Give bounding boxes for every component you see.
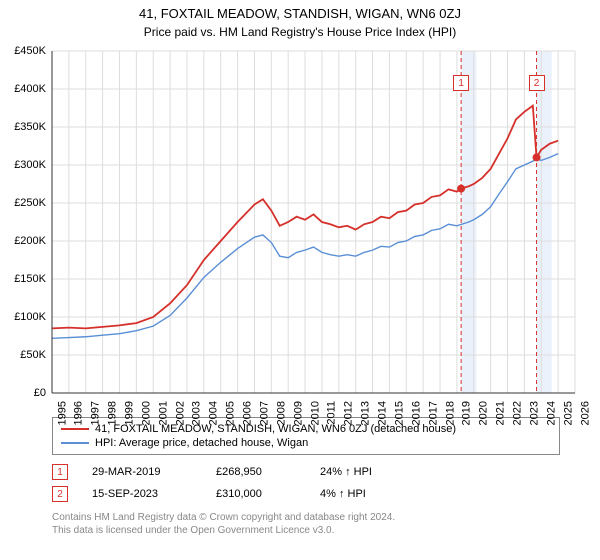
sale-marker: 1 bbox=[52, 464, 68, 480]
sale-vs-hpi: 24% ↑ HPI bbox=[320, 466, 410, 478]
sale-marker: 2 bbox=[52, 486, 68, 502]
x-axis-label: 2018 bbox=[444, 401, 456, 425]
x-axis-label: 2019 bbox=[461, 401, 473, 425]
x-axis-label: 2001 bbox=[157, 401, 169, 425]
x-axis-label: 2017 bbox=[427, 401, 439, 425]
footer-line: Contains HM Land Registry data © Crown c… bbox=[52, 511, 560, 524]
y-axis-label: £400K bbox=[14, 83, 46, 95]
y-axis-label: £200K bbox=[14, 235, 46, 247]
x-axis-label: 2008 bbox=[275, 401, 287, 425]
y-axis-label: £100K bbox=[14, 311, 46, 323]
chart-flag: 1 bbox=[453, 75, 469, 91]
chart-title: 41, FOXTAIL MEADOW, STANDISH, WIGAN, WN6… bbox=[0, 0, 600, 21]
sale-date: 15-SEP-2023 bbox=[92, 488, 192, 500]
x-axis-label: 2007 bbox=[258, 401, 270, 425]
y-axis-label: £350K bbox=[14, 121, 46, 133]
x-axis-label: 2014 bbox=[377, 401, 389, 425]
x-axis-label: 1997 bbox=[90, 401, 102, 425]
x-axis-label: 2016 bbox=[410, 401, 422, 425]
chart-subtitle: Price paid vs. HM Land Registry's House … bbox=[0, 21, 600, 43]
sale-row: 1 29-MAR-2019 £268,950 24% ↑ HPI bbox=[52, 461, 560, 483]
x-axis-label: 2020 bbox=[478, 401, 490, 425]
container: 41, FOXTAIL MEADOW, STANDISH, WIGAN, WN6… bbox=[0, 0, 600, 560]
sale-price: £310,000 bbox=[216, 488, 296, 500]
x-axis-label: 2005 bbox=[225, 401, 237, 425]
sale-vs-hpi: 4% ↑ HPI bbox=[320, 488, 410, 500]
sale-row: 2 15-SEP-2023 £310,000 4% ↑ HPI bbox=[52, 483, 560, 505]
legend-swatch bbox=[61, 442, 89, 444]
x-axis-label: 2015 bbox=[393, 401, 405, 425]
x-axis-label: 2022 bbox=[512, 401, 524, 425]
x-axis-label: 2026 bbox=[579, 401, 591, 425]
x-axis-label: 2023 bbox=[528, 401, 540, 425]
chart-area: £0 £50K £100K £150K £200K £250K £300K £350K £400… bbox=[0, 43, 600, 413]
x-axis-label: 2004 bbox=[208, 401, 220, 425]
y-axis-label: £450K bbox=[14, 45, 46, 57]
sale-price: £268,950 bbox=[216, 466, 296, 478]
x-axis-label: 2021 bbox=[495, 401, 507, 425]
y-axis-label: £0 bbox=[34, 387, 46, 399]
x-axis-label: 1999 bbox=[123, 401, 135, 425]
y-axis-label: £150K bbox=[14, 273, 46, 285]
x-axis-label: 2003 bbox=[191, 401, 203, 425]
x-axis-label: 2011 bbox=[326, 401, 338, 425]
x-axis-label: 2013 bbox=[360, 401, 372, 425]
legend-item: HPI: Average price, detached house, Wiga… bbox=[61, 436, 551, 450]
footer: Contains HM Land Registry data © Crown c… bbox=[52, 511, 560, 537]
footer-line: This data is licensed under the Open Gov… bbox=[52, 524, 560, 537]
x-axis-label: 2006 bbox=[242, 401, 254, 425]
x-axis-label: 2009 bbox=[292, 401, 304, 425]
x-axis-label: 2025 bbox=[562, 401, 574, 425]
y-axis-label: £50K bbox=[20, 349, 46, 361]
sale-date: 29-MAR-2019 bbox=[92, 466, 192, 478]
x-axis-label: 1996 bbox=[73, 401, 85, 425]
y-axis-label: £300K bbox=[14, 159, 46, 171]
x-axis-label: 2012 bbox=[343, 401, 355, 425]
sales-table: 1 29-MAR-2019 £268,950 24% ↑ HPI 2 15-SE… bbox=[52, 461, 560, 505]
y-axis-label: £250K bbox=[14, 197, 46, 209]
x-axis-label: 2000 bbox=[140, 401, 152, 425]
x-axis-label: 2002 bbox=[174, 401, 186, 425]
x-axis-label: 2010 bbox=[309, 401, 321, 425]
chart-svg bbox=[0, 43, 600, 413]
x-axis-label: 2024 bbox=[545, 401, 557, 425]
legend-swatch bbox=[61, 428, 89, 430]
legend-label: HPI: Average price, detached house, Wiga… bbox=[95, 437, 308, 449]
x-axis-label: 1995 bbox=[56, 401, 68, 425]
chart-flag: 2 bbox=[529, 75, 545, 91]
x-axis-label: 1998 bbox=[107, 401, 119, 425]
